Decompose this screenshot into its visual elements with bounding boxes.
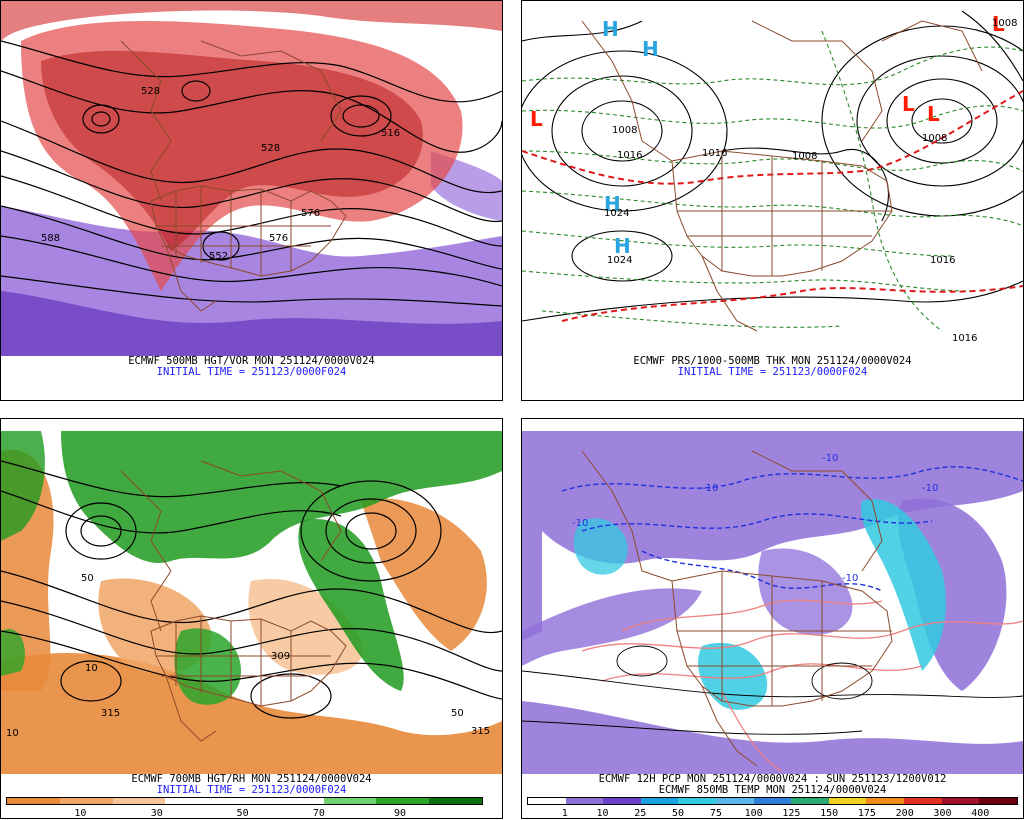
contour-label: 576 [301, 208, 320, 219]
colorbar-segment [791, 798, 829, 804]
colorbar-tick: 50 [672, 808, 685, 819]
panel-caption: ECMWF 700MB HGT/RH MON 251124/0000V024 [131, 773, 372, 785]
contour-label: 10 [6, 728, 19, 739]
colorbar-segment [716, 798, 754, 804]
colorbar-tick: 125 [782, 808, 801, 819]
colorbar-segment [323, 798, 377, 804]
contour-label: 528 [141, 86, 160, 97]
pressure-label: 1016 [617, 150, 642, 161]
contour-label: 315 [471, 726, 490, 737]
colorbar-tick: 25 [634, 808, 647, 819]
colorbar-tick: 90 [393, 808, 407, 819]
colorbar-segment [753, 798, 792, 804]
colorbar-tick: 30 [150, 808, 163, 819]
pressure-label: 1016 [952, 333, 977, 344]
low-center: L [902, 92, 915, 116]
colorbar-segment [165, 798, 219, 804]
pcp-colorbar-ticks: 1 10 25 50 75 100 125 150 175 200 300 400 [527, 808, 1018, 820]
initial-time-caption: INITIAL TIME = 251123/0000F024 [156, 784, 347, 796]
colorbar-tick: 75 [709, 808, 722, 819]
high-center: H [642, 37, 659, 61]
temp-contour-label: -10 [572, 518, 588, 529]
panel-caption: ECMWF 12H PCP MON 251124/0000V024 : SUN … [598, 773, 947, 785]
colorbar-segment [828, 798, 867, 804]
colorbar-tick: 400 [971, 808, 990, 819]
colorbar-segment [59, 798, 113, 804]
temp-contour-label: -10 [842, 573, 858, 584]
colorbar-tick: 175 [857, 808, 876, 819]
initial-time-caption: INITIAL TIME = 251123/0000F024 [677, 366, 868, 378]
contour-label: 10 [85, 663, 98, 674]
pcp-colorbar [527, 797, 1018, 805]
pressure-label: 1008 [792, 151, 817, 162]
colorbar-tick: 70 [312, 808, 325, 819]
contour-label: 315 [101, 708, 120, 719]
contour-label: 50 [81, 573, 94, 584]
colorbar-tick: 300 [933, 808, 952, 819]
colorbar-tick: 150 [820, 808, 839, 819]
contour-label: 588 [41, 233, 60, 244]
colorbar-segment [979, 798, 1017, 804]
colorbar-tick: 10 [596, 808, 609, 819]
colorbar-segment [866, 798, 905, 804]
temp-contour-label: -10 [702, 483, 718, 494]
low-center: L [530, 107, 543, 131]
colorbar-tick: 50 [236, 808, 249, 819]
rh-colorbar [6, 797, 483, 805]
panel-caption: ECMWF PRS/1000-500MB THK MON 251124/0000… [633, 355, 912, 367]
pressure-label: 1008 [612, 125, 637, 136]
pressure-label: 1024 [604, 208, 629, 219]
colorbar-segment [904, 798, 942, 804]
pressure-label: 1024 [607, 255, 632, 266]
map-700mb: 10 315 309 50 315 10 50 [1, 431, 502, 786]
temp-contour-label: -10 [822, 453, 838, 464]
panel-caption: ECMWF 500MB HGT/VOR MON 251124/0000V024 [128, 355, 375, 367]
map-500mb: 576 528 552 576 588 528 516 [1, 1, 502, 356]
contour-label: 528 [261, 143, 280, 154]
colorbar-segment [528, 798, 566, 804]
map-prs-thk: H H H H L L L L 1008 1016 1016 1008 1024… [522, 1, 1023, 356]
low-center: L [927, 102, 940, 126]
low-center: L [992, 12, 1005, 36]
colorbar-segment [640, 798, 679, 804]
colorbar-tick: 200 [895, 808, 914, 819]
high-center: H [614, 234, 631, 258]
colorbar-segment [218, 798, 271, 804]
contour-label: 576 [269, 233, 288, 244]
contour-label: 50 [451, 708, 464, 719]
high-center: H [602, 17, 619, 41]
colorbar-segment [376, 798, 430, 804]
contour-label: 516 [381, 128, 400, 139]
colorbar-segment [603, 798, 641, 804]
panel-500mb-hgt-vor: 576 528 552 576 588 528 516 ECMWF 500MB … [0, 0, 503, 401]
rh-colorbar-ticks: 10 30 50 70 90 [6, 808, 483, 820]
panel-prs-thickness: H H H H L L L L 1008 1016 1016 1008 1024… [521, 0, 1024, 401]
panel-12h-pcp-850mb-temp: -10 -10 -10 -10 -10 ECMWF 12H PCP MON 25… [521, 418, 1024, 819]
contour-label: 309 [271, 651, 290, 662]
colorbar-tick: 1 [561, 808, 568, 819]
colorbar-segment [7, 798, 60, 804]
colorbar-segment [678, 798, 717, 804]
colorbar-tick: 100 [744, 808, 763, 819]
pressure-label: 1008 [922, 133, 947, 144]
map-pcp-temp: -10 -10 -10 -10 -10 [522, 431, 1023, 786]
panel-700mb-hgt-rh: 10 315 309 50 315 10 50 ECMWF 700MB HGT/… [0, 418, 503, 819]
colorbar-segment [270, 798, 324, 804]
colorbar-segment [429, 798, 483, 804]
high-center: H [604, 192, 621, 216]
pressure-label: 1016 [930, 255, 955, 266]
pressure-label: 1016 [702, 148, 727, 159]
colorbar-segment [941, 798, 980, 804]
initial-time-caption: INITIAL TIME = 251123/0000F024 [156, 366, 347, 378]
contour-label: 552 [209, 251, 228, 262]
panel-caption-2: ECMWF 850MB TEMP MON 251124/0000V024 [658, 784, 887, 796]
colorbar-tick: 10 [74, 808, 87, 819]
colorbar-segment [565, 798, 604, 804]
pressure-label: 1008 [992, 18, 1017, 29]
colorbar-segment [112, 798, 166, 804]
temp-contour-label: -10 [922, 483, 938, 494]
